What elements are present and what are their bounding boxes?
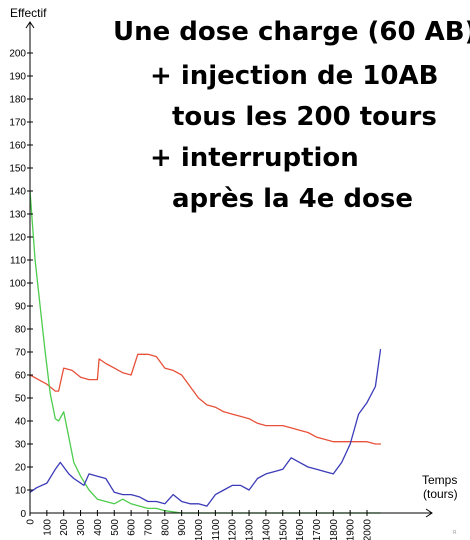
x-tick-label: 1300	[245, 519, 256, 540]
y-tick-label: 10	[15, 486, 27, 497]
y-tick-label: 160	[9, 141, 26, 152]
y-tick-label: 170	[9, 118, 26, 129]
y-tick-label: 150	[9, 164, 26, 175]
x-tick-label: 300	[76, 519, 87, 536]
x-axis-title-line-1: Temps	[422, 473, 457, 487]
annotation-line-1: Une dose charge (60 AB)	[113, 17, 470, 47]
x-tick-label: 600	[127, 519, 138, 536]
series-line-green	[29, 190, 382, 514]
x-tick-label: 1100	[211, 519, 222, 540]
annotation-line-2: + injection de 10AB	[150, 61, 438, 91]
x-tick-label: 900	[177, 519, 188, 536]
x-tick-label: 1800	[329, 519, 340, 540]
plot-area	[29, 190, 382, 514]
series-line-red	[29, 353, 382, 445]
y-tick-label: 140	[9, 187, 26, 198]
x-tick-label: 700	[143, 519, 154, 536]
y-tick-label: 90	[15, 302, 27, 313]
y-tick-label: 50	[15, 394, 27, 405]
axes: 10 20 30 40 50 60 70 80 90 100 110 120 130 140 150 160 1…	[9, 21, 433, 540]
series-line-blue	[29, 349, 382, 507]
y-tick-label: 200	[9, 49, 26, 60]
y-tick-label: 20	[15, 463, 27, 474]
y-tick-label: 130	[9, 210, 26, 221]
x-tick-label: 2000	[363, 519, 374, 540]
y-tick-label: 80	[15, 325, 27, 336]
x-tick-label: 1200	[228, 519, 239, 540]
y-tick-label: 190	[9, 72, 26, 83]
y-axis-title: Effectif	[10, 6, 47, 20]
x-tick-label: 200	[59, 519, 70, 536]
x-axis-title-line-2: (tours)	[423, 487, 458, 501]
y-tick-label: 120	[9, 233, 26, 244]
x-tick-label: 1700	[312, 519, 323, 540]
y-tick-label: 30	[15, 440, 27, 451]
x-tick-label: 800	[160, 519, 171, 536]
x-axis-arrow	[425, 508, 433, 518]
y-axis-arrow	[25, 21, 35, 29]
x-tick-label: 1000	[194, 519, 205, 540]
y-tick-label: 40	[15, 417, 27, 428]
x-tick-label: 1500	[278, 519, 289, 540]
y-tick-label: 70	[15, 348, 27, 359]
y-tick-label: 0	[20, 509, 26, 520]
y-tick-label: 60	[15, 371, 27, 382]
x-tick-label: 500	[110, 519, 121, 536]
annotation-line-3: tous les 200 tours	[172, 102, 437, 132]
annotation-line-4: + interruption	[150, 143, 359, 173]
y-tick-label: 100	[9, 279, 26, 290]
x-tick-label: 400	[93, 519, 104, 536]
x-tick-label: 0	[26, 519, 37, 525]
x-tick-label: 1900	[346, 519, 357, 540]
corner-mark: R	[453, 530, 457, 536]
x-tick-label: 1400	[261, 519, 272, 540]
labels: Effectif Temps (tours) Une dose charge (…	[10, 6, 470, 536]
y-tick-label: 180	[9, 95, 26, 106]
annotation-line-5: après la 4e dose	[172, 184, 413, 214]
x-tick-label: 1600	[295, 519, 306, 540]
x-tick-label: 100	[42, 519, 53, 536]
y-tick-label: 110	[10, 256, 26, 267]
